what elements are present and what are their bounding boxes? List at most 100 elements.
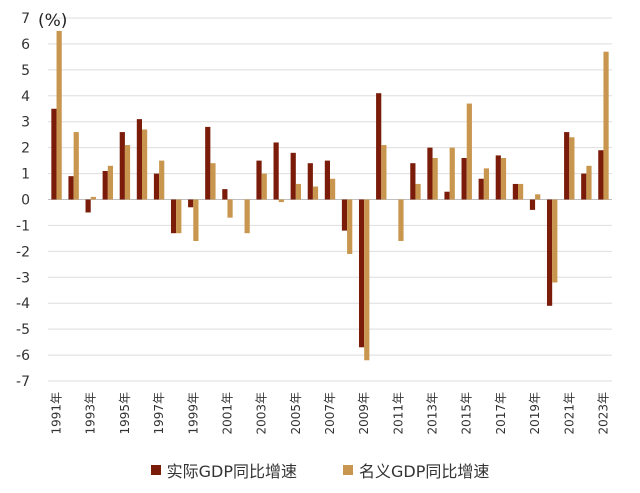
y-tick-label: -5 xyxy=(16,322,30,338)
x-tick-label: 2017年 xyxy=(494,392,508,435)
x-tick-label: 1991年 xyxy=(50,392,64,435)
x-tick-label: 2007年 xyxy=(323,392,337,435)
legend-item-real-gdp: 实际GDP同比增速 xyxy=(150,458,297,482)
bar-real-gdp-2023 xyxy=(598,150,604,200)
bar-real-gdp-2017 xyxy=(495,155,501,200)
bar-real-gdp-2000 xyxy=(205,126,211,200)
bar-real-gdp-2021 xyxy=(564,132,570,200)
bar-nominal-gdp-2003 xyxy=(261,173,267,200)
legend-item-nominal-gdp: 名义GDP同比增速 xyxy=(343,458,489,482)
bar-real-gdp-2018 xyxy=(512,183,518,200)
x-tick-label: 1993年 xyxy=(84,392,98,435)
y-tick-label: 0 xyxy=(21,193,30,209)
bar-real-gdp-2020 xyxy=(546,199,553,306)
bar-nominal-gdp-2006 xyxy=(312,186,319,200)
bar-nominal-gdp-2007 xyxy=(330,178,336,200)
bar-real-gdp-1998 xyxy=(170,199,177,234)
bar-nominal-gdp-2004 xyxy=(278,199,284,203)
bar-real-gdp-2008 xyxy=(341,199,348,231)
bar-real-gdp-2006 xyxy=(307,163,313,200)
bar-nominal-gdp-1993 xyxy=(90,196,96,200)
bar-nominal-gdp-2011 xyxy=(398,199,404,241)
bar-nominal-gdp-2014 xyxy=(449,147,455,200)
bar-nominal-gdp-2000 xyxy=(210,163,216,200)
bar-nominal-gdp-2016 xyxy=(483,168,490,200)
bar-nominal-gdp-2002 xyxy=(244,199,250,234)
bar-nominal-gdp-2020 xyxy=(552,199,558,283)
bar-real-gdp-1995 xyxy=(119,132,125,200)
bar-real-gdp-2005 xyxy=(290,152,296,200)
bar-nominal-gdp-2001 xyxy=(227,199,233,218)
y-tick-label: -7 xyxy=(16,374,30,390)
x-tick-label: 2019年 xyxy=(528,392,542,435)
bar-nominal-gdp-2015 xyxy=(466,103,472,200)
x-tick-label: 1997年 xyxy=(152,392,166,435)
y-tick-label: -4 xyxy=(16,296,30,312)
bar-nominal-gdp-2023 xyxy=(603,51,609,200)
bar-real-gdp-2009 xyxy=(358,199,365,348)
bar-nominal-gdp-2009 xyxy=(364,199,370,361)
x-tick-label: 2005年 xyxy=(289,392,303,435)
bar-nominal-gdp-1992 xyxy=(73,132,79,200)
x-tick-label: 2021年 xyxy=(562,392,576,435)
bar-real-gdp-2001 xyxy=(222,189,228,200)
bar-nominal-gdp-2022 xyxy=(586,165,592,200)
bar-real-gdp-2003 xyxy=(256,160,262,200)
y-tick-label: -1 xyxy=(16,218,30,234)
y-axis-unit-label: (%) xyxy=(38,11,67,31)
x-tick-label: 2015年 xyxy=(460,392,474,435)
x-tick-label: 2003年 xyxy=(255,392,269,435)
y-tick-label: 6 xyxy=(21,37,30,53)
bar-nominal-gdp-2012 xyxy=(415,183,421,200)
x-tick-label: 2009年 xyxy=(357,392,371,435)
y-axis: -7 -6 -5 -4 -3 -2 -1 0 1 2 3 4 5 6 7 xyxy=(16,11,30,390)
bar-nominal-gdp-2008 xyxy=(347,199,353,254)
legend-label-nominal-gdp: 名义GDP同比增速 xyxy=(359,462,490,481)
legend-swatch-real-gdp xyxy=(150,465,161,475)
y-tick-label: 5 xyxy=(21,63,30,79)
bar-real-gdp-1991 xyxy=(51,108,57,200)
legend-label-real-gdp: 实际GDP同比增速 xyxy=(166,462,297,481)
x-tick-label: 1995年 xyxy=(118,392,132,435)
bar-real-gdp-1993 xyxy=(85,199,91,213)
bar-nominal-gdp-2017 xyxy=(500,158,507,200)
bar-nominal-gdp-2010 xyxy=(381,145,387,200)
y-tick-label: 1 xyxy=(21,167,30,183)
bar-real-gdp-2010 xyxy=(376,93,382,200)
bar-real-gdp-1992 xyxy=(68,176,74,200)
bar-nominal-gdp-1991 xyxy=(56,30,62,200)
y-tick-label: -3 xyxy=(16,270,30,286)
bar-real-gdp-2015 xyxy=(461,158,467,200)
bar-nominal-gdp-1995 xyxy=(124,145,131,200)
bar-real-gdp-1996 xyxy=(136,119,142,200)
x-tick-label: 2023年 xyxy=(596,392,610,435)
bar-real-gdp-1999 xyxy=(188,199,194,208)
bar-real-gdp-2004 xyxy=(273,142,279,200)
bar-nominal-gdp-2018 xyxy=(518,183,524,200)
bars xyxy=(51,30,609,361)
y-tick-label: 3 xyxy=(21,115,30,131)
bar-real-gdp-1994 xyxy=(102,170,108,200)
x-tick-label: 2013年 xyxy=(426,392,440,435)
bar-real-gdp-2012 xyxy=(410,163,416,200)
bar-nominal-gdp-1996 xyxy=(142,129,148,200)
legend-swatch-nominal-gdp xyxy=(343,465,353,475)
bar-nominal-gdp-2021 xyxy=(569,137,575,200)
y-tick-label: 2 xyxy=(21,141,30,157)
bar-real-gdp-1997 xyxy=(153,173,160,200)
legend: 实际GDP同比增速 名义GDP同比增速 xyxy=(0,458,640,482)
bar-nominal-gdp-2013 xyxy=(432,158,438,200)
bar-real-gdp-2019 xyxy=(529,199,536,210)
bar-nominal-gdp-1998 xyxy=(176,199,182,234)
y-tick-label: -6 xyxy=(16,348,30,364)
bar-real-gdp-2013 xyxy=(427,147,433,200)
x-tick-label: 1999年 xyxy=(186,392,200,435)
bar-real-gdp-2007 xyxy=(324,160,330,200)
bar-nominal-gdp-2005 xyxy=(295,183,302,200)
bar-real-gdp-2016 xyxy=(478,178,484,200)
bar-nominal-gdp-1994 xyxy=(107,165,114,200)
y-tick-label: -2 xyxy=(16,244,30,260)
x-tick-label: 2001年 xyxy=(220,392,234,435)
y-tick-label: 4 xyxy=(21,89,30,105)
